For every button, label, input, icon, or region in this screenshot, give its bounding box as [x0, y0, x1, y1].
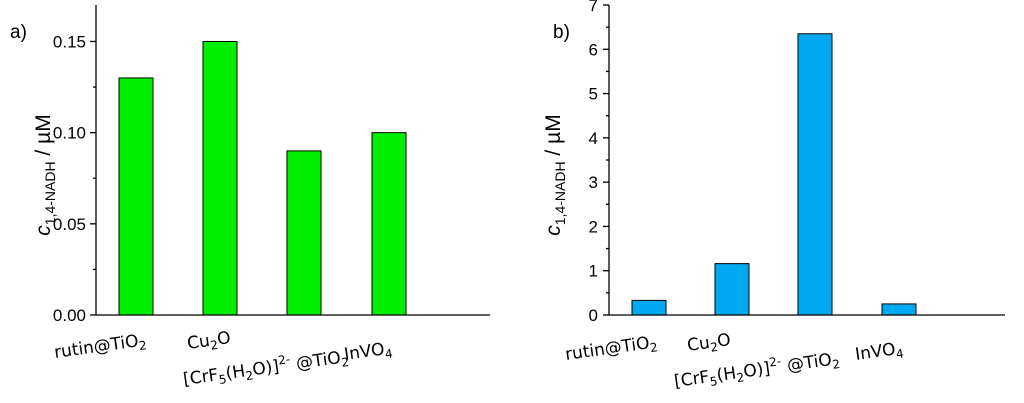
y-axis-label-b-unit: / µM: [542, 114, 565, 161]
bars-a: [118, 40, 407, 316]
y-tick-label: 0.00: [53, 306, 86, 325]
bar: [118, 77, 154, 316]
y-ticks-a: 0.00 0.05 0.10 0.15: [53, 32, 96, 325]
y-axis-label-b-sub: 1,4-NADH: [552, 161, 568, 225]
y-tick-label: 0.05: [53, 215, 86, 234]
bar: [714, 263, 750, 316]
panel-label-a: a): [10, 22, 27, 43]
bars-b: [631, 33, 917, 316]
bar: [881, 303, 917, 316]
y-tick-label: 0: [589, 306, 598, 325]
bar: [371, 132, 407, 316]
y-axis-label-a-unit: / µM: [32, 114, 55, 161]
bar: [631, 299, 667, 316]
x-tick-labels-b: rutin@TiO2 Cu2O [CrF5(H2O)]2- @TiO2 InVO…: [564, 330, 905, 394]
x-tick-label: InVO4: [854, 338, 905, 366]
chart-panel-b: b) c1,4-NADH / µM 0 1 2 3 4 5 6 7 rutin@TiO2 Cu…: [542, 0, 1005, 394]
x-tick-label: rutin@TiO2: [564, 332, 659, 367]
chart-panel-a: a) c1,4-NADH / µM 0.00 0.05 0.10 0.15 rutin…: [10, 5, 490, 392]
y-tick-label: 2: [589, 217, 598, 236]
bar: [202, 40, 238, 316]
y-tick-label: 6: [589, 40, 598, 59]
y-tick-label: 0.15: [53, 32, 86, 51]
x-tick-labels-a: rutin@TiO2 Cu2O [CrF5(H2O)]2- @TiO2 InVO…: [53, 328, 394, 392]
x-tick-label: InVO4: [343, 338, 394, 366]
y-axis-label-a-symbol: c: [32, 225, 55, 236]
y-ticks-b: 0 1 2 3 4 5 6 7: [589, 0, 609, 325]
y-axis-label-b-symbol: c: [542, 225, 565, 236]
y-tick-label: 7: [589, 0, 598, 15]
y-tick-label: 1: [589, 262, 598, 281]
y-tick-label: 5: [589, 85, 598, 104]
y-tick-label: 3: [589, 173, 598, 192]
y-axis-label-b: c1,4-NADH / µM: [542, 114, 568, 235]
y-axis-label-a: c1,4-NADH / µM: [32, 114, 58, 235]
bar: [797, 33, 833, 316]
x-tick-label: Cu2O: [686, 330, 732, 358]
y-axis-label-a-sub: 1,4-NADH: [42, 161, 58, 225]
x-tick-label: Cu2O: [186, 328, 232, 356]
y-tick-label: 0.10: [53, 124, 86, 143]
y-tick-label: 4: [589, 129, 598, 148]
bar: [286, 150, 322, 316]
panel-label-b: b): [553, 22, 570, 43]
x-tick-label: rutin@TiO2: [53, 330, 148, 365]
